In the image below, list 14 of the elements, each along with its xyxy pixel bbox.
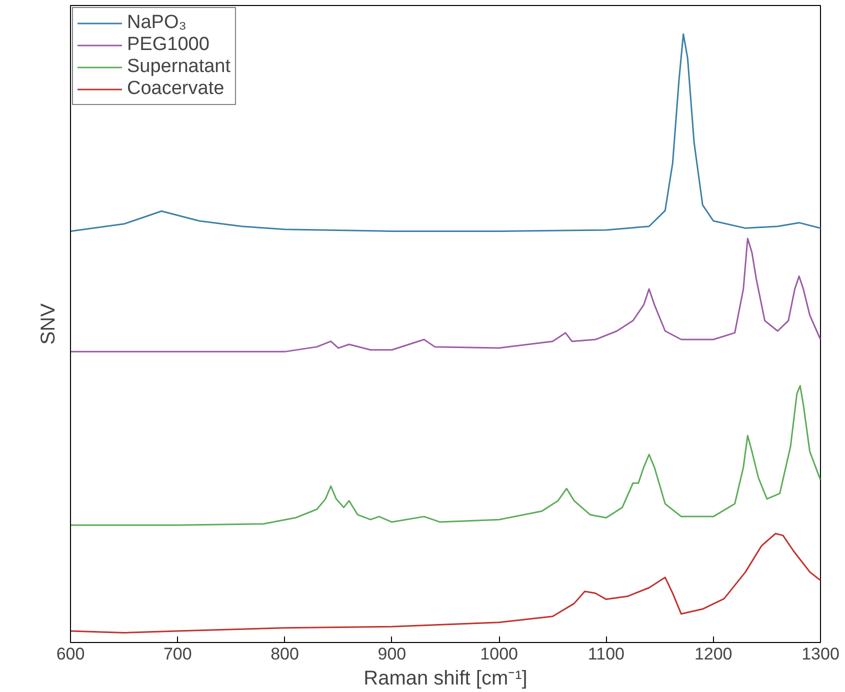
x-tick-label: 900 <box>378 644 406 664</box>
legend-label: Coacervate <box>127 78 224 100</box>
x-tick-label: 1200 <box>694 644 732 664</box>
x-tick-label: 700 <box>163 644 192 664</box>
x-tick-label: 800 <box>270 644 299 664</box>
x-axis-title: Raman shift [cm⁻¹] <box>364 668 528 690</box>
x-tick-label: 1100 <box>588 644 624 664</box>
y-axis-title: SNV <box>38 302 60 345</box>
x-tick-label: 1000 <box>480 644 518 664</box>
legend-label: Supernatant <box>127 56 231 78</box>
legend-label: NaPO₃ <box>127 12 186 34</box>
legend-label: PEG1000 <box>127 34 210 56</box>
x-tick-label: 1300 <box>802 644 840 664</box>
x-tick-label: 600 <box>56 644 85 664</box>
